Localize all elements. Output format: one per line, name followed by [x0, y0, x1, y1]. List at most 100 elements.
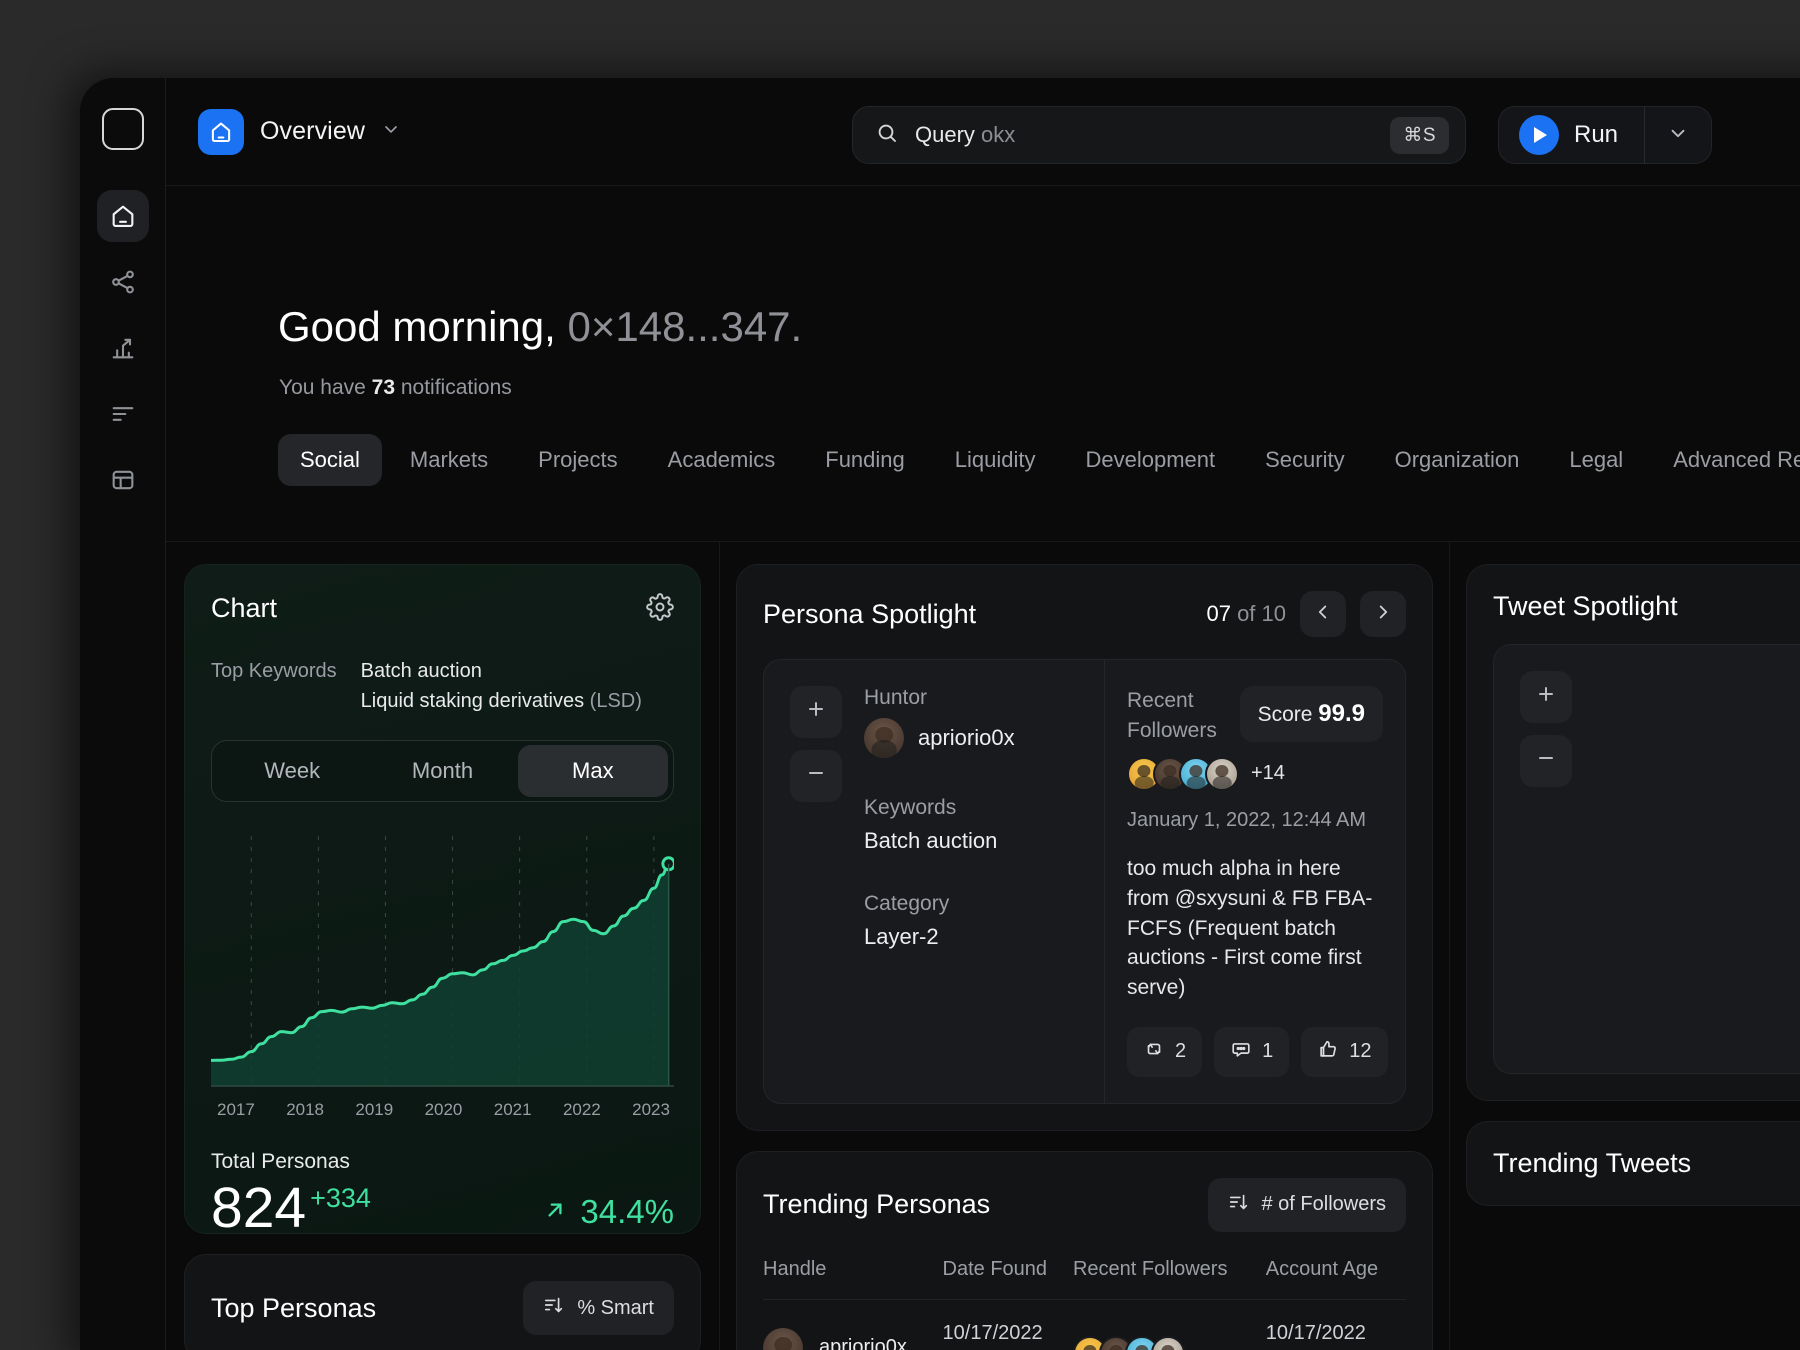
chart-bar-up-icon	[109, 334, 137, 362]
zoom-out-button[interactable]	[1520, 735, 1572, 787]
column-header: Date Found	[942, 1257, 1048, 1280]
sidebar-item-filters[interactable]	[97, 388, 149, 440]
persona-spotlight-counter: 07 of 10	[1206, 601, 1286, 627]
persona-spotlight-title: Persona Spotlight	[763, 598, 977, 629]
engagement-count: 2	[1175, 1040, 1187, 1063]
keywords-label: Keywords	[864, 796, 957, 819]
tab-social[interactable]: Social	[278, 434, 382, 486]
total-personas-value: 824 +334	[211, 1180, 371, 1237]
tweet-spotlight-card: Tweet Spotlight	[1466, 564, 1800, 1101]
cell-recent-followers	[1072, 1298, 1266, 1350]
zoom-in-button[interactable]	[790, 686, 842, 738]
table-body: apriorio0x 10/17/202212:44 AM 10/17/202212…	[763, 1298, 1406, 1350]
hunter-value: apriorio0x	[864, 718, 1015, 758]
trending-personas-title: Trending Personas	[763, 1189, 991, 1220]
persona-prev-button[interactable]	[1300, 591, 1346, 637]
top-personas-sort-button[interactable]: % Smart	[523, 1281, 674, 1335]
sidebar-item-analytics[interactable]	[97, 322, 149, 374]
engagement-count: 12	[1349, 1040, 1372, 1063]
brand-selector[interactable]: Overview	[166, 108, 466, 155]
chart-card-title: Chart	[211, 593, 278, 623]
minus-icon	[804, 760, 828, 792]
run-control: Run	[1498, 106, 1713, 164]
content-area: Chart Top Keywords Batch auction Liquid …	[166, 542, 1800, 1350]
page-title: Overview	[260, 117, 365, 145]
range-segmented-control: Week Month Max	[211, 740, 674, 802]
sort-icon	[1228, 1191, 1250, 1219]
arrow-up-right-icon	[542, 1193, 568, 1231]
notifications-count: 73	[371, 376, 396, 399]
total-value-text: 824	[211, 1176, 307, 1240]
divider	[1644, 106, 1646, 164]
right-column: Tweet Spotlight	[1450, 542, 1800, 1350]
search-query-value: okx	[981, 122, 1016, 147]
keyword-2-suffix: (LSD)	[589, 690, 642, 712]
tab-legal[interactable]: Legal	[1569, 447, 1624, 472]
tab-funding[interactable]: Funding	[825, 447, 905, 472]
zoom-in-button[interactable]	[1520, 671, 1572, 723]
account-age-date: 10/17/2022	[1265, 1321, 1366, 1344]
tab-development[interactable]: Development	[1085, 447, 1216, 472]
trending-sort-label: # of Followers	[1261, 1193, 1387, 1216]
share-nodes-icon	[109, 268, 137, 296]
chart-stats: Total Personas 824 +334 34.4%	[211, 1150, 674, 1237]
chart-svg	[211, 836, 674, 1087]
recent-followers-avatars: +14	[1127, 756, 1383, 791]
sidebar-item-table[interactable]	[97, 454, 149, 506]
search-input[interactable]: Query okx ⌘S	[852, 106, 1466, 164]
table-row[interactable]: apriorio0x 10/17/202212:44 AM 10/17/202212…	[763, 1298, 1406, 1350]
tab-organization[interactable]: Organization	[1394, 447, 1520, 472]
engagement-thumbs-up[interactable]: 12	[1301, 1026, 1388, 1077]
zoom-out-button[interactable]	[790, 750, 842, 802]
comment-icon	[1230, 1038, 1252, 1066]
sidebar-item-home[interactable]	[96, 190, 149, 242]
tab-advanced-report[interactable]: Advanced Report	[1673, 447, 1800, 472]
top-keywords-values: Batch auction Liquid staking derivatives…	[361, 656, 642, 716]
trend-percent-value: 34.4%	[580, 1193, 674, 1230]
gear-icon[interactable]	[646, 593, 674, 626]
trending-sort-button[interactable]: # of Followers	[1207, 1177, 1406, 1232]
keyword-1: Batch auction	[360, 660, 482, 682]
run-label: Run	[1574, 121, 1619, 148]
run-button[interactable]: Run	[1499, 115, 1644, 155]
tab-security[interactable]: Security	[1265, 447, 1345, 472]
range-option-max[interactable]: Max	[517, 745, 668, 797]
table-icon	[109, 466, 137, 494]
tab-markets[interactable]: Markets	[409, 447, 489, 472]
category-value: Layer-2	[864, 924, 939, 949]
notifications-summary: You have 73 notifications	[279, 376, 512, 400]
greeting-address: 0×148...347.	[567, 303, 803, 350]
avatar	[1205, 756, 1239, 791]
top-bar: Overview Query okx ⌘S Run	[166, 78, 1800, 186]
tab-academics[interactable]: Academics	[667, 447, 776, 472]
top-personas-title: Top Personas	[211, 1292, 377, 1323]
tab-liquidity[interactable]: Liquidity	[954, 447, 1036, 472]
top-keywords-label: Top Keywords	[211, 660, 337, 682]
category-label: Category	[864, 892, 950, 915]
cell-date-found: 10/17/202212:44 AM	[942, 1298, 1073, 1350]
score-badge: Score 99.9	[1239, 686, 1383, 742]
tweet-spotlight-body	[1493, 644, 1800, 1074]
persona-next-button[interactable]	[1360, 591, 1406, 637]
keyword-2-text: Liquid staking derivatives	[360, 690, 585, 712]
run-options-button[interactable]	[1645, 122, 1711, 149]
sidebar-item-network[interactable]	[97, 256, 149, 308]
keyword-2: Liquid staking derivatives (LSD)	[361, 686, 642, 716]
top-personas-sort-label: % Smart	[577, 1296, 654, 1319]
persona-zoom-controls	[790, 686, 842, 1077]
chevron-down-icon[interactable]	[381, 119, 401, 144]
engagement-retweet[interactable]: 2	[1127, 1026, 1203, 1077]
score-label: Score	[1257, 703, 1313, 726]
range-option-month[interactable]: Month	[411, 758, 474, 783]
sort-icon	[543, 1294, 565, 1322]
persona-spotlight-card: Persona Spotlight 07 of 10	[736, 564, 1433, 1131]
hunter-label: Huntor	[864, 686, 928, 709]
range-option-week[interactable]: Week	[264, 758, 321, 783]
tweet-engagement: 2 1 12	[1127, 1026, 1388, 1077]
table-header-row: Handle Date Found Recent Followers Account …	[763, 1258, 1406, 1300]
engagement-comment[interactable]: 1	[1214, 1026, 1290, 1077]
trending-personas-table: Handle Date Found Recent Followers Account …	[763, 1258, 1406, 1350]
tab-projects[interactable]: Projects	[538, 447, 618, 472]
top-keywords: Top Keywords Batch auction Liquid stakin…	[211, 656, 674, 716]
persona-fields: Huntor apriorio0x Keywords Batch auction…	[864, 686, 1015, 1077]
